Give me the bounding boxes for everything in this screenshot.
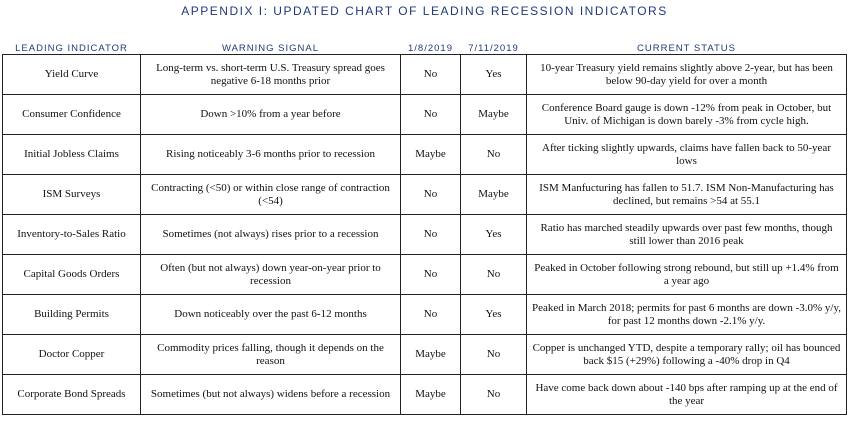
- column-header: CURRENT STATUS: [637, 43, 736, 54]
- header-row: LEADING INDICATOR WARNING SIGNAL 1/8/2019 7…: [3, 38, 847, 55]
- table-row: Doctor Copper Commodity prices falling, t…: [2, 334, 847, 375]
- table-cell: Have come back down about -140 bps after…: [526, 374, 847, 415]
- table-cell: Maybe: [460, 174, 527, 215]
- title: APPENDIX I: UPDATED CHART OF LEADING REC…: [181, 4, 668, 18]
- table-cell: No: [460, 334, 527, 375]
- table-cell: Rising noticeably 3-6 months prior to re…: [140, 134, 401, 175]
- table-cell: Peaked in March 2018; permits for past 6…: [526, 294, 847, 335]
- table-cell: Commodity prices falling, though it depe…: [140, 334, 401, 375]
- table-cell: No: [400, 54, 461, 95]
- table-cell: Capital Goods Orders: [2, 254, 141, 295]
- table-cell: Conference Board gauge is down -12% from…: [526, 94, 847, 135]
- table-row: Yield Curve Long-term vs. short-term U.S.…: [2, 54, 847, 95]
- indicator-table: LEADING INDICATOR WARNING SIGNAL 1/8/2019 7…: [2, 38, 847, 415]
- table-cell: Down >10% from a year before: [140, 94, 401, 135]
- table-cell: Down noticeably over the past 6-12 month…: [140, 294, 401, 335]
- column-header: WARNING SIGNAL: [221, 43, 320, 54]
- table-cell: Maybe: [400, 334, 461, 375]
- table-body: Yield Curve Long-term vs. short-term U.S.…: [2, 54, 847, 415]
- table-cell: Maybe: [400, 134, 461, 175]
- table-cell: Copper is unchanged YTD, despite a tempo…: [526, 334, 847, 375]
- table-cell: No: [400, 294, 461, 335]
- column-header: LEADING INDICATOR: [15, 43, 128, 54]
- table-cell: Maybe: [460, 94, 527, 135]
- table-cell: Sometimes (but not always) widens before…: [140, 374, 401, 415]
- table-cell: Yes: [460, 54, 527, 95]
- table-row: Corporate Bond Spreads Sometimes (but not…: [2, 374, 847, 415]
- table-cell: No: [400, 174, 461, 215]
- table-cell: Yes: [460, 214, 527, 255]
- table-cell: Contracting (<50) or within close range …: [140, 174, 401, 215]
- table-cell: Consumer Confidence: [2, 94, 141, 135]
- table-cell: Yes: [460, 294, 527, 335]
- table-row: Consumer Confidence Down >10% from a year…: [2, 94, 847, 135]
- table-cell: ISM Manfucturing has fallen to 51.7. ISM…: [526, 174, 847, 215]
- table-cell: Doctor Copper: [2, 334, 141, 375]
- table-row: Inventory-to-Sales Ratio Sometimes (not a…: [2, 214, 847, 255]
- table-cell: Corporate Bond Spreads: [2, 374, 141, 415]
- table-cell: Ratio has marched steadily upwards over …: [526, 214, 847, 255]
- table-cell: Building Permits: [2, 294, 141, 335]
- table-cell: ISM Surveys: [2, 174, 141, 215]
- table-cell: No: [400, 214, 461, 255]
- table-cell: 10-year Treasury yield remains slightly …: [526, 54, 847, 95]
- table-cell: Sometimes (not always) rises prior to a …: [140, 214, 401, 255]
- table-cell: No: [460, 374, 527, 415]
- table-cell: Long-term vs. short-term U.S. Treasury s…: [140, 54, 401, 95]
- table-cell: No: [400, 94, 461, 135]
- table-cell: Inventory-to-Sales Ratio: [2, 214, 141, 255]
- table-cell: No: [460, 254, 527, 295]
- column-header: 1/8/2019: [408, 43, 453, 54]
- table-row: ISM Surveys Contracting (<50) or within c…: [2, 174, 847, 215]
- table-cell: No: [460, 134, 527, 175]
- table-cell: No: [400, 254, 461, 295]
- table-row: Initial Jobless Claims Rising noticeably …: [2, 134, 847, 175]
- table-cell: Yield Curve: [2, 54, 141, 95]
- table-row: Building Permits Down noticeably over the…: [2, 294, 847, 335]
- table-cell: Maybe: [400, 374, 461, 415]
- table-cell: After ticking slightly upwards, claims h…: [526, 134, 847, 175]
- table-cell: Peaked in October following strong rebou…: [526, 254, 847, 295]
- table-row: Capital Goods Orders Often (but not alway…: [2, 254, 847, 295]
- column-header: 7/11/2019: [468, 43, 519, 54]
- table-cell: Often (but not always) down year-on-year…: [140, 254, 401, 295]
- table-cell: Initial Jobless Claims: [2, 134, 141, 175]
